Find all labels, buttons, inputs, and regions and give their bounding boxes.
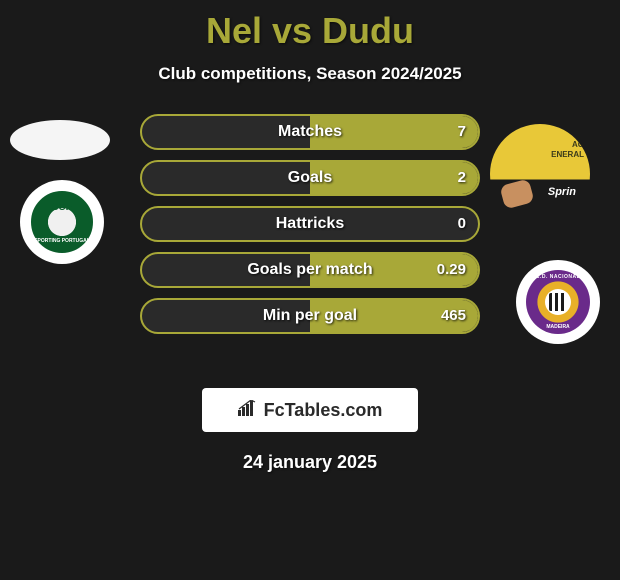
- stat-value-right: 0.29: [437, 254, 466, 286]
- stat-label: Hattricks: [142, 208, 478, 240]
- brand-text: FcTables.com: [264, 400, 383, 421]
- stat-value-right: 7: [458, 116, 466, 148]
- stat-row: Min per goal465: [140, 298, 480, 334]
- stat-value-right: 2: [458, 162, 466, 194]
- brand-badge: FcTables.com: [202, 388, 418, 432]
- date-text: 24 january 2025: [0, 452, 620, 473]
- chart-icon: [238, 400, 258, 421]
- stat-label: Goals: [142, 162, 478, 194]
- page-subtitle: Club competitions, Season 2024/2025: [0, 64, 620, 84]
- stat-label: Goals per match: [142, 254, 478, 286]
- stat-value-right: 0: [458, 208, 466, 240]
- stat-value-right: 465: [441, 300, 466, 332]
- stat-row: Goals per match0.29: [140, 252, 480, 288]
- stats-container: Matches7Goals2Hattricks0Goals per match0…: [0, 114, 620, 374]
- stat-row: Matches7: [140, 114, 480, 150]
- page-title: Nel vs Dudu: [0, 0, 620, 52]
- stat-row: Hattricks0: [140, 206, 480, 242]
- stat-label: Min per goal: [142, 300, 478, 332]
- stat-label: Matches: [142, 116, 478, 148]
- stat-row: Goals2: [140, 160, 480, 196]
